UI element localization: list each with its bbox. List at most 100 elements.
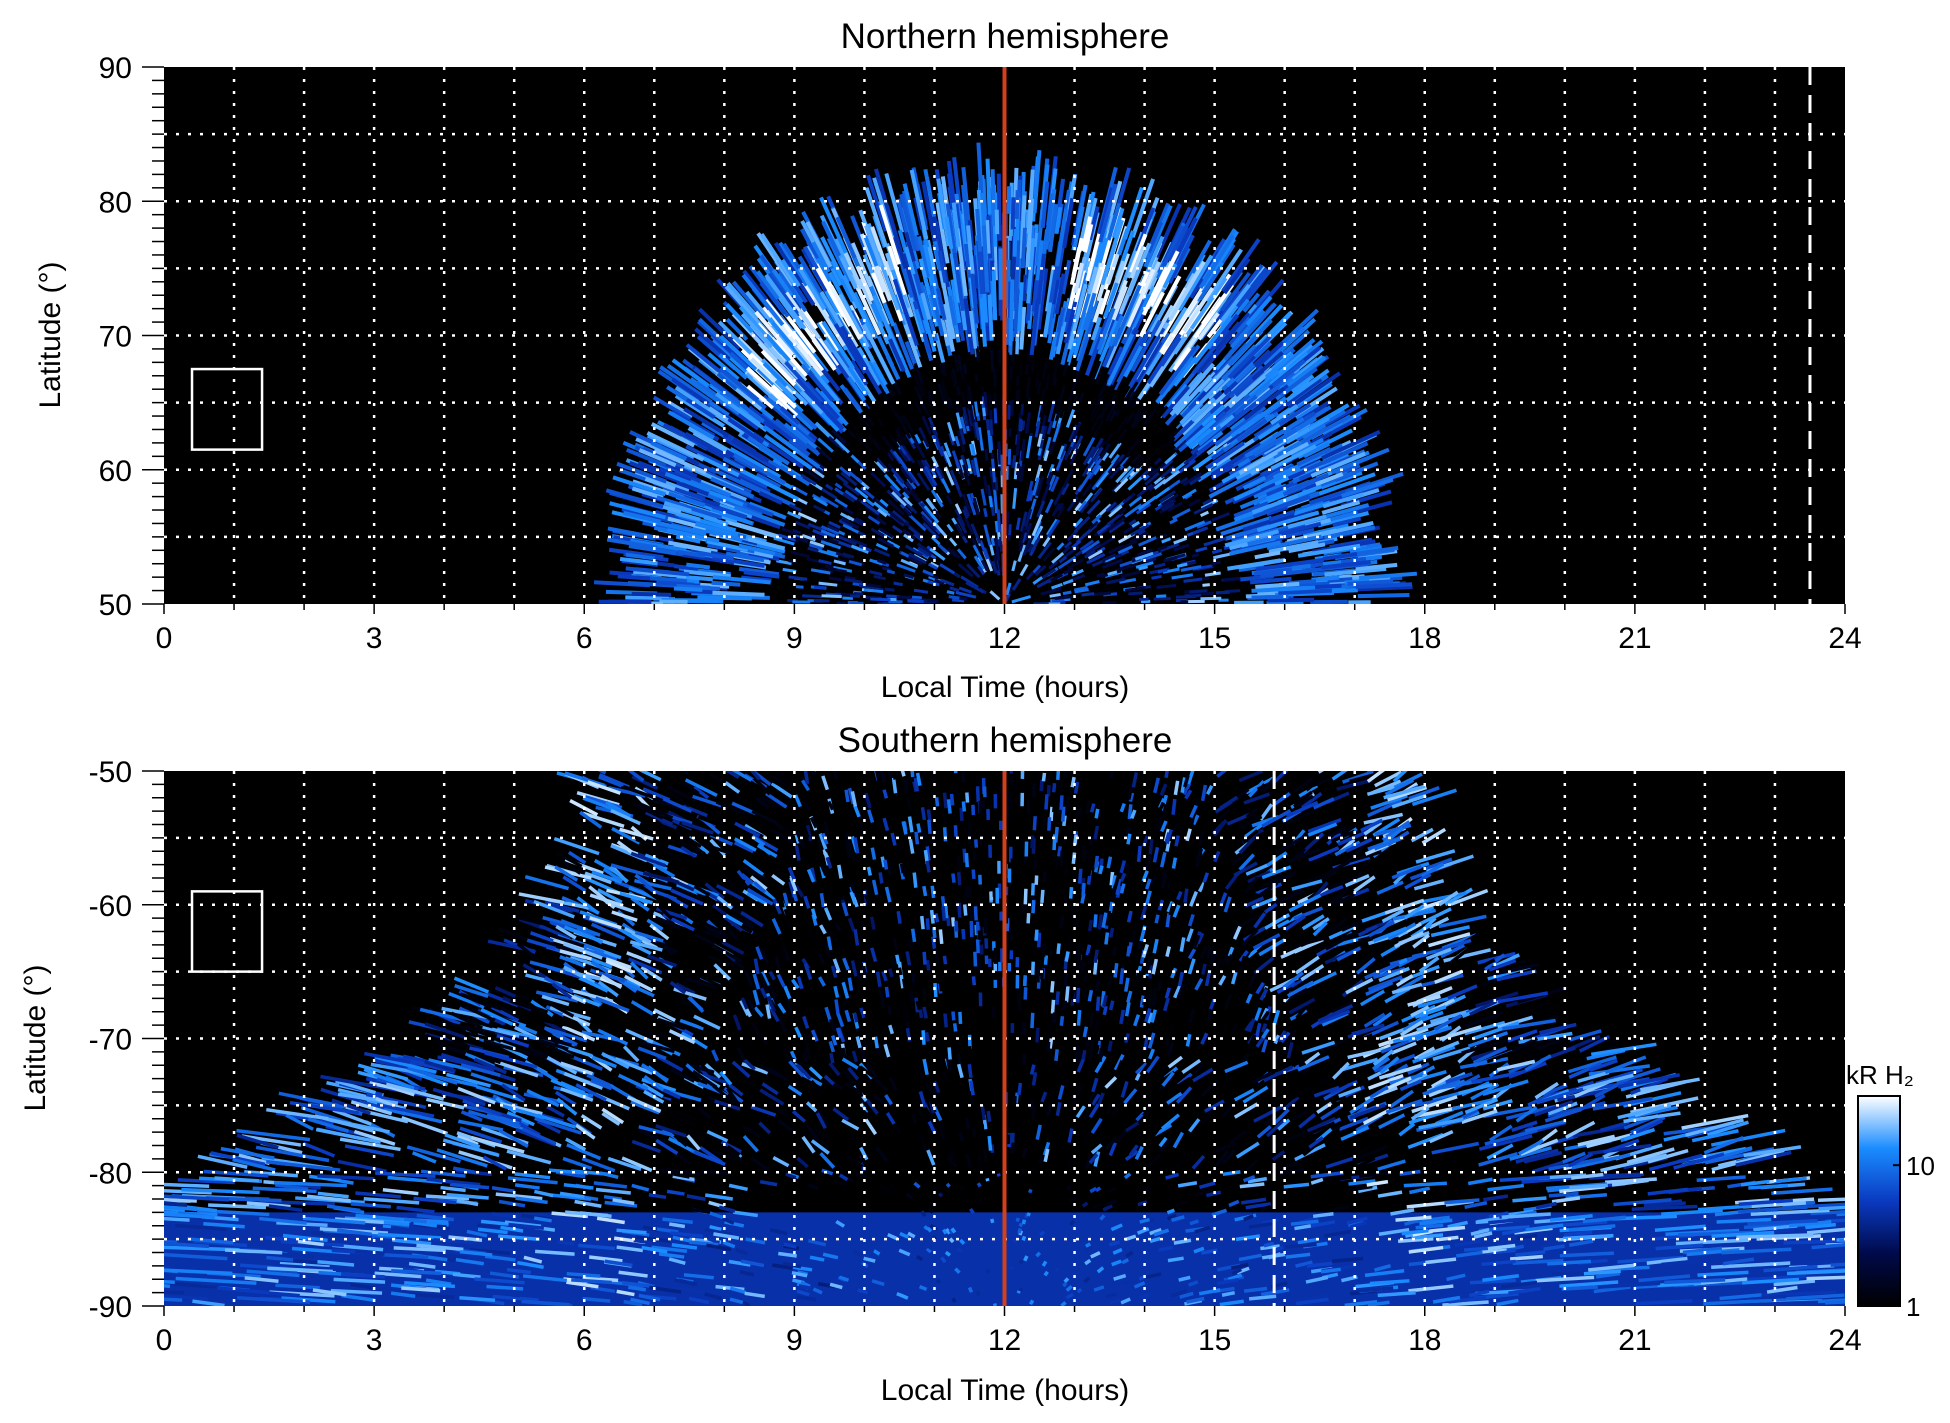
- emission-streak: [1339, 1057, 1379, 1072]
- emission-streak: [834, 482, 843, 490]
- emission-streak: [733, 841, 754, 854]
- emission-streak: [787, 511, 802, 520]
- emission-streak: [1189, 476, 1202, 486]
- emission-streak: [975, 346, 981, 363]
- emission-streak: [1046, 420, 1054, 435]
- emission-streak: [650, 422, 696, 448]
- emission-streak: [753, 1186, 773, 1194]
- emission-streak: [1016, 389, 1021, 401]
- emission-streak: [1007, 448, 1012, 465]
- emission-streak: [1085, 543, 1102, 556]
- emission-streak: [1682, 1246, 1722, 1255]
- emission-streak: [1129, 233, 1148, 274]
- emission-streak: [832, 958, 841, 973]
- emission-streak: [1031, 514, 1044, 537]
- emission-streak: [1287, 514, 1327, 529]
- emission-streak: [695, 521, 739, 537]
- emission-streak: [907, 1231, 916, 1239]
- emission-streak: [544, 865, 592, 880]
- emission-streak: [1165, 878, 1173, 890]
- emission-streak: [1087, 919, 1094, 932]
- emission-streak: [1157, 568, 1168, 574]
- emission-streak: [601, 1111, 621, 1126]
- emission-streak: [1122, 186, 1144, 240]
- emission-streak: [794, 885, 805, 898]
- emission-streak: [1300, 792, 1323, 810]
- emission-streak: [941, 813, 947, 824]
- emission-streak: [1169, 393, 1190, 417]
- emission-streak: [780, 258, 801, 288]
- emission-streak: [1063, 771, 1068, 778]
- emission-streak: [812, 496, 829, 507]
- emission-streak: [867, 434, 882, 452]
- emission-streak: [1737, 1205, 1808, 1214]
- emission-streak: [1367, 1300, 1390, 1306]
- emission-streak: [393, 1246, 446, 1253]
- emission-streak: [686, 562, 711, 570]
- emission-streak: [1438, 890, 1459, 907]
- emission-streak: [1333, 1205, 1351, 1212]
- emission-streak: [900, 464, 916, 484]
- emission-streak: [692, 794, 722, 808]
- emission-streak: [954, 435, 961, 447]
- emission-streak: [1042, 871, 1047, 883]
- emission-streak: [1040, 181, 1050, 229]
- emission-streak: [651, 914, 682, 930]
- emission-streak: [1117, 545, 1134, 555]
- emission-streak: [1087, 989, 1094, 1002]
- emission-streak: [1119, 872, 1127, 883]
- emission-streak: [1348, 1179, 1376, 1186]
- emission-streak: [590, 922, 626, 941]
- emission-streak: [1051, 502, 1062, 518]
- emission-streak: [1063, 445, 1073, 461]
- emission-streak: [820, 525, 840, 536]
- emission-streak: [842, 481, 861, 497]
- emission-streak: [1054, 594, 1077, 601]
- emission-streak: [674, 469, 702, 484]
- emission-streak: [1197, 882, 1206, 893]
- emission-streak: [1252, 428, 1298, 457]
- emission-streak: [1129, 437, 1141, 451]
- emission-streak: [1147, 221, 1163, 253]
- emission-streak: [1192, 814, 1200, 826]
- emission-streak: [920, 292, 932, 321]
- emission-streak: [1059, 1016, 1065, 1026]
- emission-streak: [1310, 451, 1366, 478]
- emission-streak: [1629, 1115, 1666, 1135]
- emission-streak: [1073, 262, 1084, 294]
- emission-streak: [1096, 522, 1111, 535]
- emission-streak: [1218, 974, 1227, 986]
- emission-streak: [1119, 577, 1137, 584]
- emission-streak: [583, 947, 618, 962]
- emission-streak: [1279, 366, 1318, 398]
- emission-streak: [857, 346, 882, 386]
- emission-streak: [1043, 1148, 1050, 1163]
- emission-streak: [725, 303, 754, 334]
- emission-streak: [1372, 967, 1406, 979]
- emission-streak: [994, 520, 999, 533]
- emission-streak: [1613, 1198, 1672, 1207]
- emission-streak: [985, 158, 992, 215]
- emission-streak: [1070, 422, 1082, 443]
- emission-streak: [885, 355, 901, 381]
- emission-streak: [1316, 853, 1332, 868]
- emission-streak: [1046, 784, 1051, 797]
- emission-streak: [1018, 1259, 1024, 1265]
- emission-streak: [1229, 1023, 1239, 1036]
- emission-streak: [1160, 794, 1169, 811]
- emission-streak: [812, 504, 826, 513]
- emission-streak: [1067, 1128, 1074, 1143]
- emission-streak: [723, 390, 765, 424]
- emission-streak: [771, 918, 782, 935]
- emission-streak: [958, 1131, 964, 1142]
- emission-streak: [1164, 453, 1177, 465]
- emission-streak: [1374, 823, 1412, 837]
- emission-streak: [1150, 460, 1169, 476]
- emission-streak: [1278, 588, 1332, 595]
- emission-streak: [812, 529, 827, 538]
- emission-streak: [1019, 306, 1027, 350]
- emission-streak: [743, 970, 754, 987]
- emission-streak: [648, 1193, 667, 1200]
- emission-streak: [1137, 495, 1157, 511]
- emission-streak: [884, 1094, 893, 1106]
